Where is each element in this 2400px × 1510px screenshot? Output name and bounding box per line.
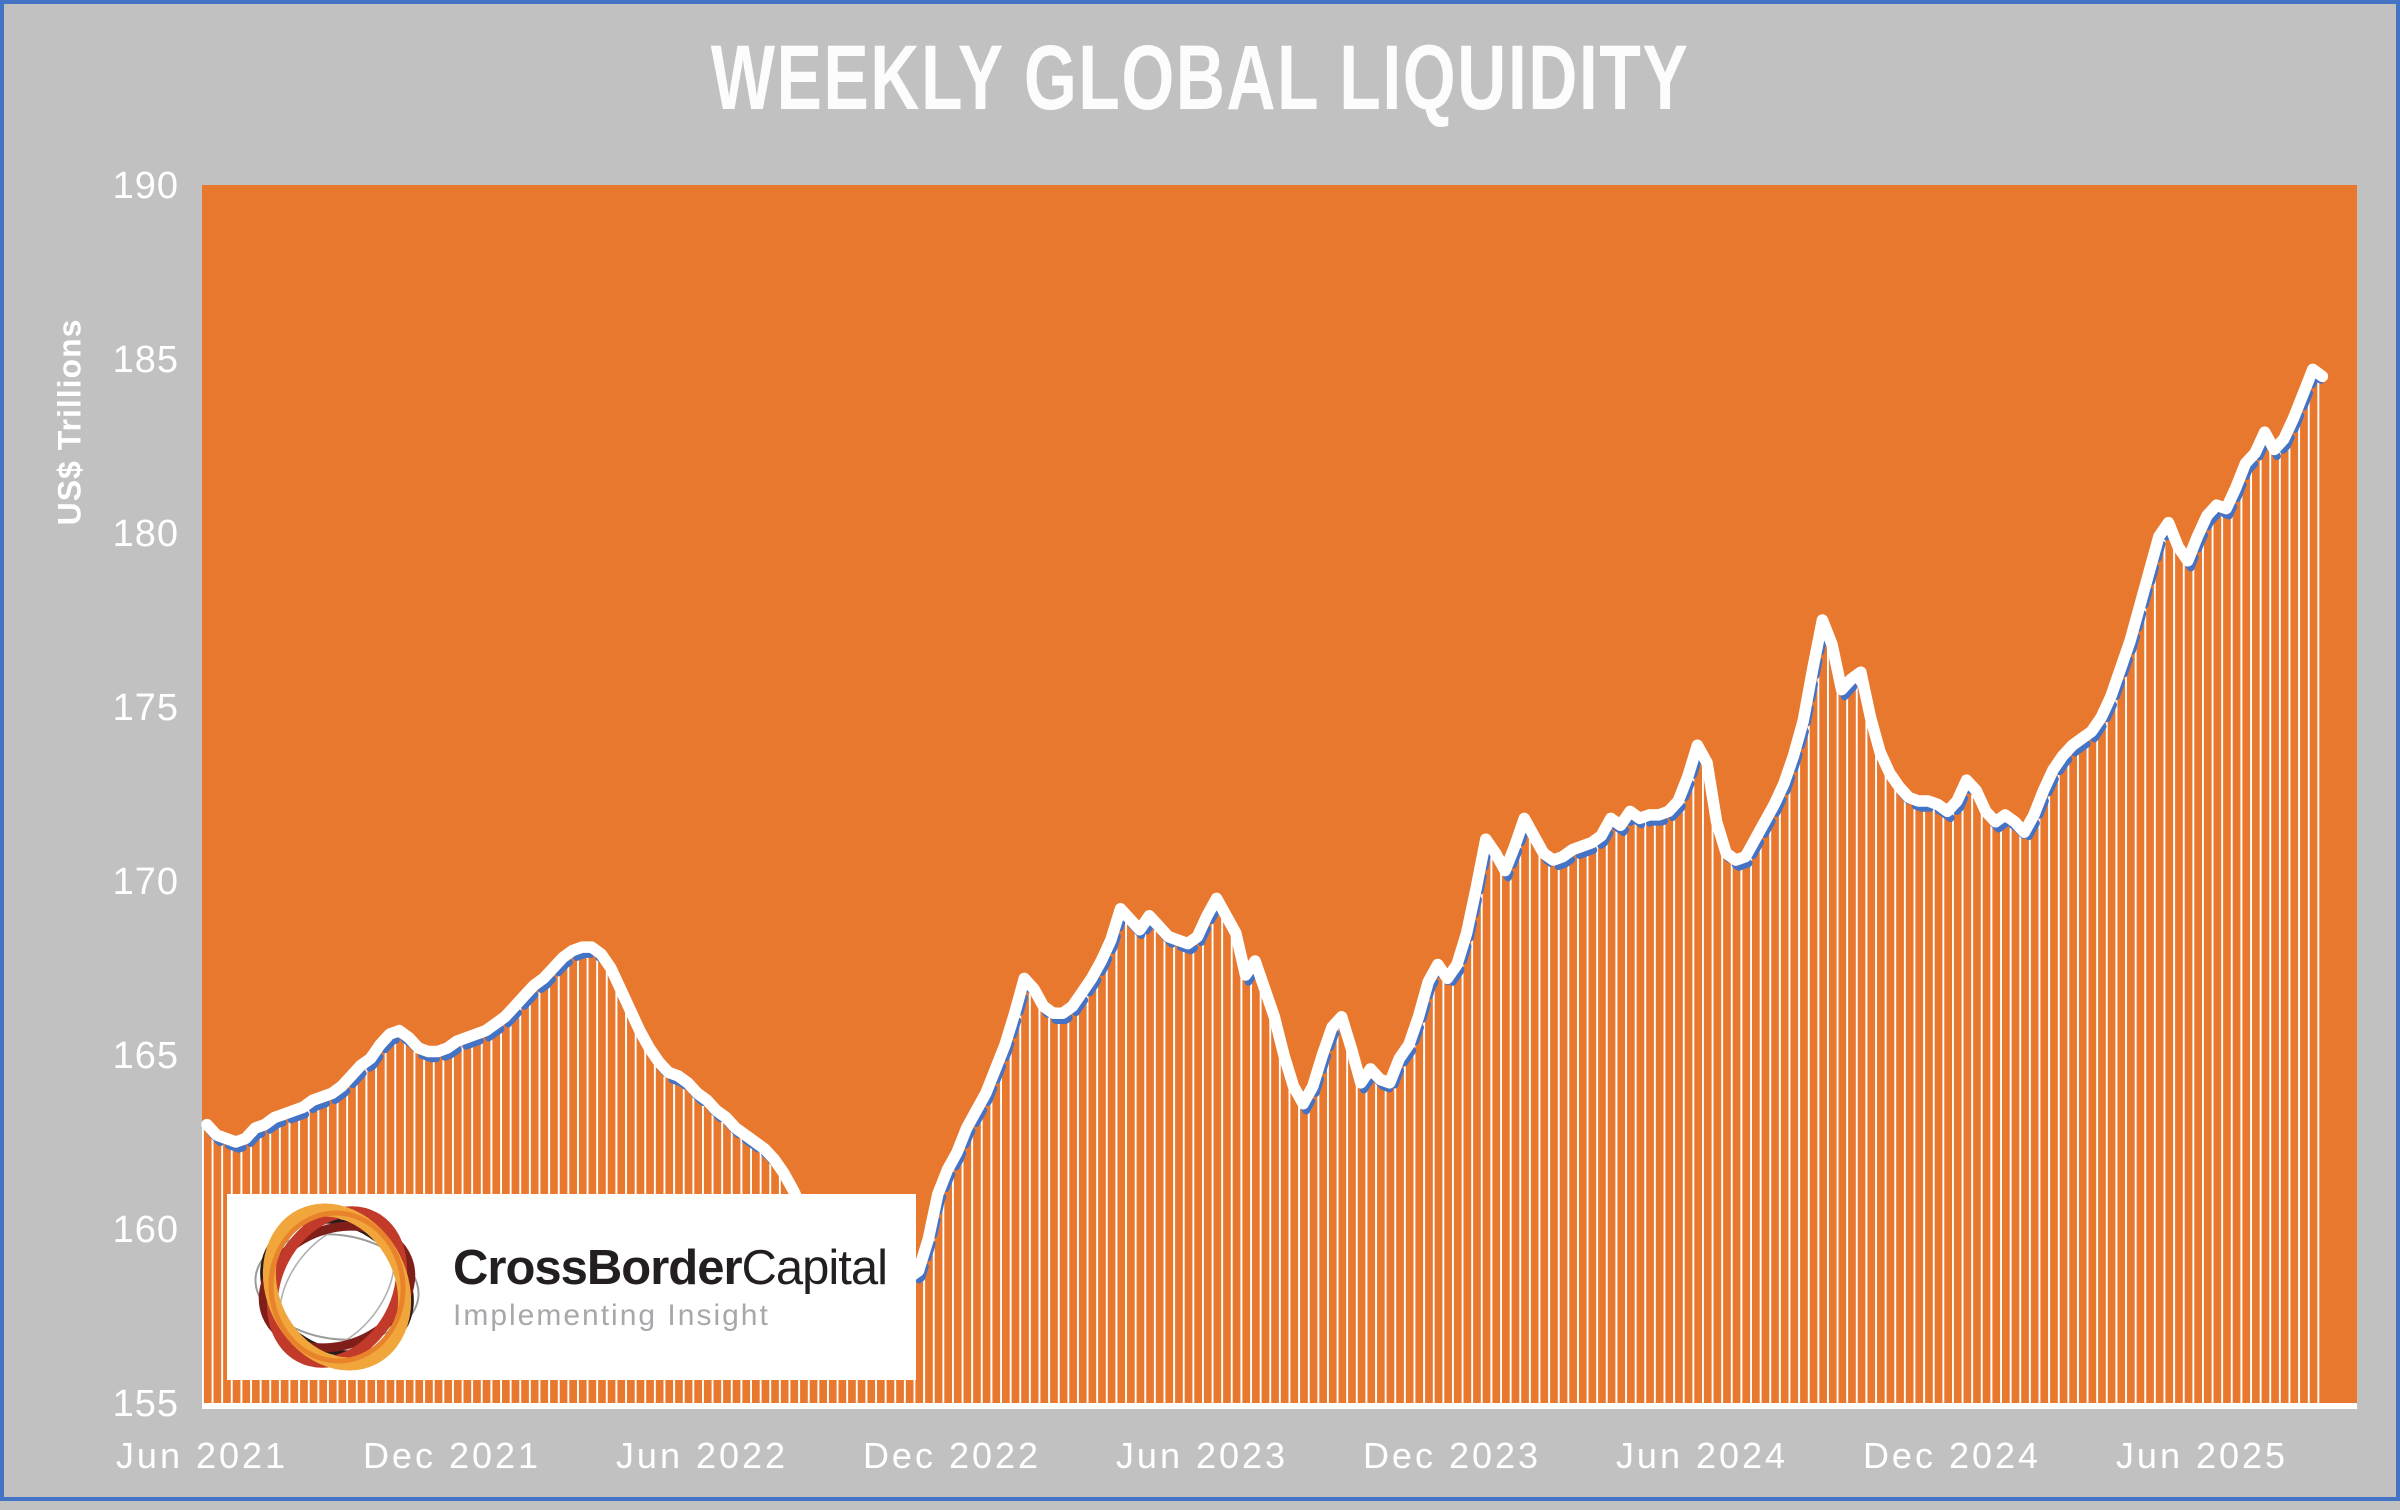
- y-tick-label: 180: [113, 513, 179, 555]
- logo-text: CrossBorderCapital Implementing Insight: [453, 1240, 889, 1332]
- y-tick-label: 160: [113, 1209, 179, 1251]
- logo-brand-bold: CrossBorder: [453, 1240, 743, 1295]
- liquidity-line: [201, 363, 2329, 1298]
- logo-brand: CrossBorderCapital: [453, 1240, 889, 1295]
- x-axis-line: [202, 1403, 2357, 1409]
- area-fill-above-line: [202, 185, 2357, 1292]
- x-tick-label: Dec 2022: [863, 1435, 1041, 1476]
- logo-brand-regular: Capital: [741, 1240, 889, 1295]
- y-tick-label: 175: [113, 687, 179, 729]
- y-tick-label: 155: [113, 1383, 179, 1425]
- y-tick-label: 190: [113, 165, 179, 207]
- y-tick-label: 170: [113, 861, 179, 903]
- x-tick-labels: Jun 2021 Dec 2021 Jun 2022 Dec 2022 Jun 2023…: [116, 1435, 2288, 1476]
- x-tick-label: Jun 2024: [1616, 1435, 1788, 1476]
- y-tick-label: 185: [113, 339, 179, 381]
- y-tick-labels: 190 185 180 175 170 165 160 155: [113, 165, 179, 1425]
- x-tick-label: Dec 2024: [1863, 1435, 2041, 1476]
- x-tick-label: Jun 2022: [616, 1435, 788, 1476]
- x-tick-label: Jun 2021: [116, 1435, 288, 1476]
- x-tick-label: Dec 2023: [1363, 1435, 1541, 1476]
- x-tick-label: Jun 2025: [2116, 1435, 2288, 1476]
- logo-box: CrossBorderCapital Implementing Insight: [227, 1194, 916, 1380]
- x-tick-label: Dec 2021: [363, 1435, 541, 1476]
- chart-title: WEEKLY GLOBAL LIQUIDITY: [710, 27, 1690, 129]
- right-edge-fill: [2320, 185, 2357, 1403]
- y-tick-label: 165: [113, 1035, 179, 1077]
- crossborder-logo-icon: [254, 1203, 420, 1371]
- logo-tagline: Implementing Insight: [453, 1298, 770, 1332]
- x-tick-label: Jun 2023: [1116, 1435, 1288, 1476]
